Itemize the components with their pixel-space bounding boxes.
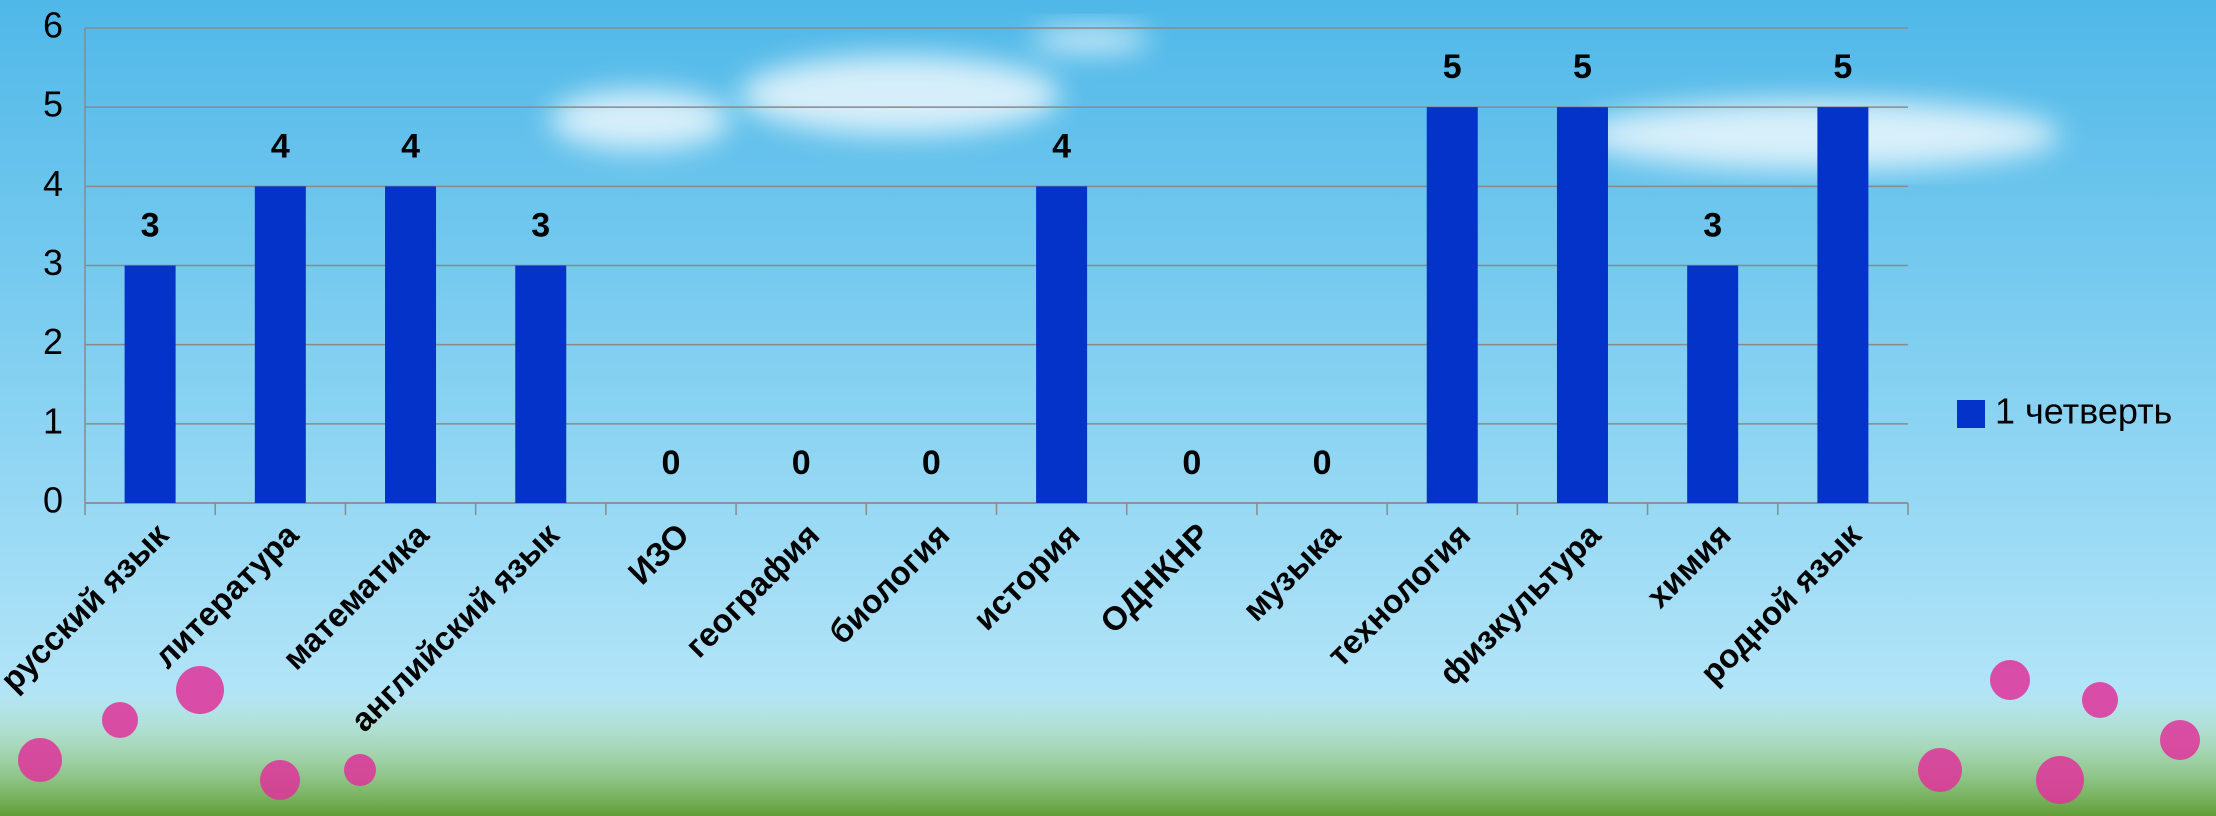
grass: [0, 690, 2216, 816]
value-label: 3: [141, 206, 160, 244]
legend-label: 1 четверть: [1995, 391, 2172, 432]
y-tick-label: 2: [43, 321, 63, 362]
bar: [515, 265, 567, 503]
value-label: 0: [922, 444, 941, 482]
value-label: 4: [1052, 127, 1071, 165]
flowers: [18, 660, 2200, 804]
y-tick-label: 1: [43, 400, 63, 441]
value-label: 5: [1573, 48, 1592, 86]
value-label: 5: [1833, 48, 1852, 86]
value-label: 0: [1182, 444, 1201, 482]
y-tick-label: 6: [43, 5, 63, 46]
value-label: 0: [662, 444, 681, 482]
y-tick-label: 4: [43, 163, 63, 204]
bar: [254, 186, 306, 504]
y-tick-label: 0: [43, 480, 63, 521]
value-label: 0: [792, 444, 811, 482]
value-label: 0: [1313, 444, 1332, 482]
value-label: 3: [1703, 206, 1722, 244]
value-label: 3: [531, 206, 550, 244]
bar: [1426, 107, 1478, 504]
value-label: 5: [1443, 48, 1462, 86]
bar: [385, 186, 437, 504]
bar: [1036, 186, 1088, 504]
y-tick-label: 5: [43, 84, 63, 125]
bar: [1556, 107, 1608, 504]
value-label: 4: [401, 127, 420, 165]
legend-swatch: [1957, 400, 1985, 428]
bar: [1817, 107, 1869, 504]
y-tick-label: 3: [43, 242, 63, 283]
value-label: 4: [271, 127, 290, 165]
bar: [1687, 265, 1739, 503]
bar: [124, 265, 176, 503]
